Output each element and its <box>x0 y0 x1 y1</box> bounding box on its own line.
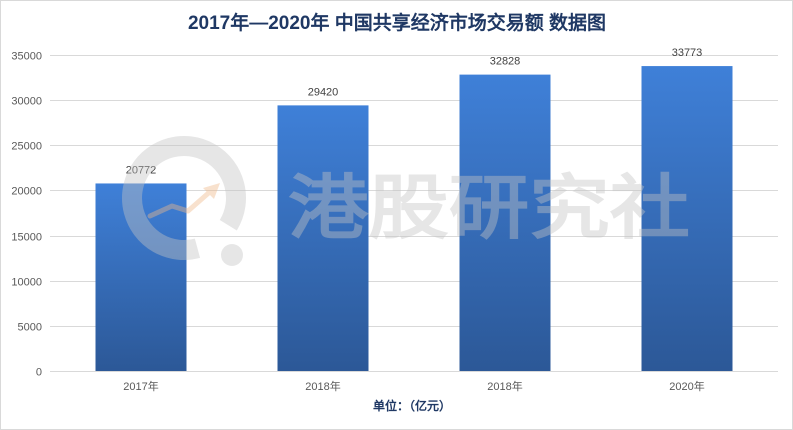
y-tick-label: 20000 <box>11 186 42 198</box>
bars-layer: 20772 2017年 29420 2018年 32828 2018年 33773 2020年 <box>95 47 733 393</box>
y-tick-label: 15000 <box>11 232 42 244</box>
trend-circle-logo-icon <box>122 136 246 266</box>
data-label-1: 20772 <box>126 164 157 176</box>
y-tick-label: 35000 <box>11 51 42 63</box>
x-tick-label-1: 2017年 <box>123 379 158 393</box>
logo-dot <box>221 244 243 266</box>
bar-3 <box>459 74 551 372</box>
logo-ring <box>122 136 246 260</box>
x-tick-label-3: 2018年 <box>487 379 522 393</box>
y-tick-label: 0 <box>36 367 42 379</box>
data-label-3: 32828 <box>490 56 521 68</box>
data-label-2: 29420 <box>308 86 339 98</box>
logo-arrowhead <box>203 183 220 199</box>
chart-title: 2017年—2020年 中国共享经济市场交易额 数据图 <box>188 11 606 34</box>
y-tick-label: 5000 <box>18 322 42 334</box>
y-tick-label: 30000 <box>11 96 42 108</box>
bar-1 <box>95 183 187 371</box>
watermark-text: 港股研究社 <box>288 167 690 249</box>
y-tick-label: 25000 <box>11 141 42 153</box>
x-axis-title: 单位：（亿元） <box>373 398 451 413</box>
logo-trend-line <box>147 187 215 219</box>
watermark: 港股研究社 <box>122 136 690 266</box>
y-tick-label: 10000 <box>11 277 42 289</box>
bar-2 <box>277 105 369 371</box>
bar-4 <box>641 66 733 371</box>
x-tick-label-2: 2018年 <box>305 379 340 393</box>
x-tick-label-4: 2020年 <box>669 379 704 393</box>
data-label-4: 33773 <box>672 47 703 59</box>
